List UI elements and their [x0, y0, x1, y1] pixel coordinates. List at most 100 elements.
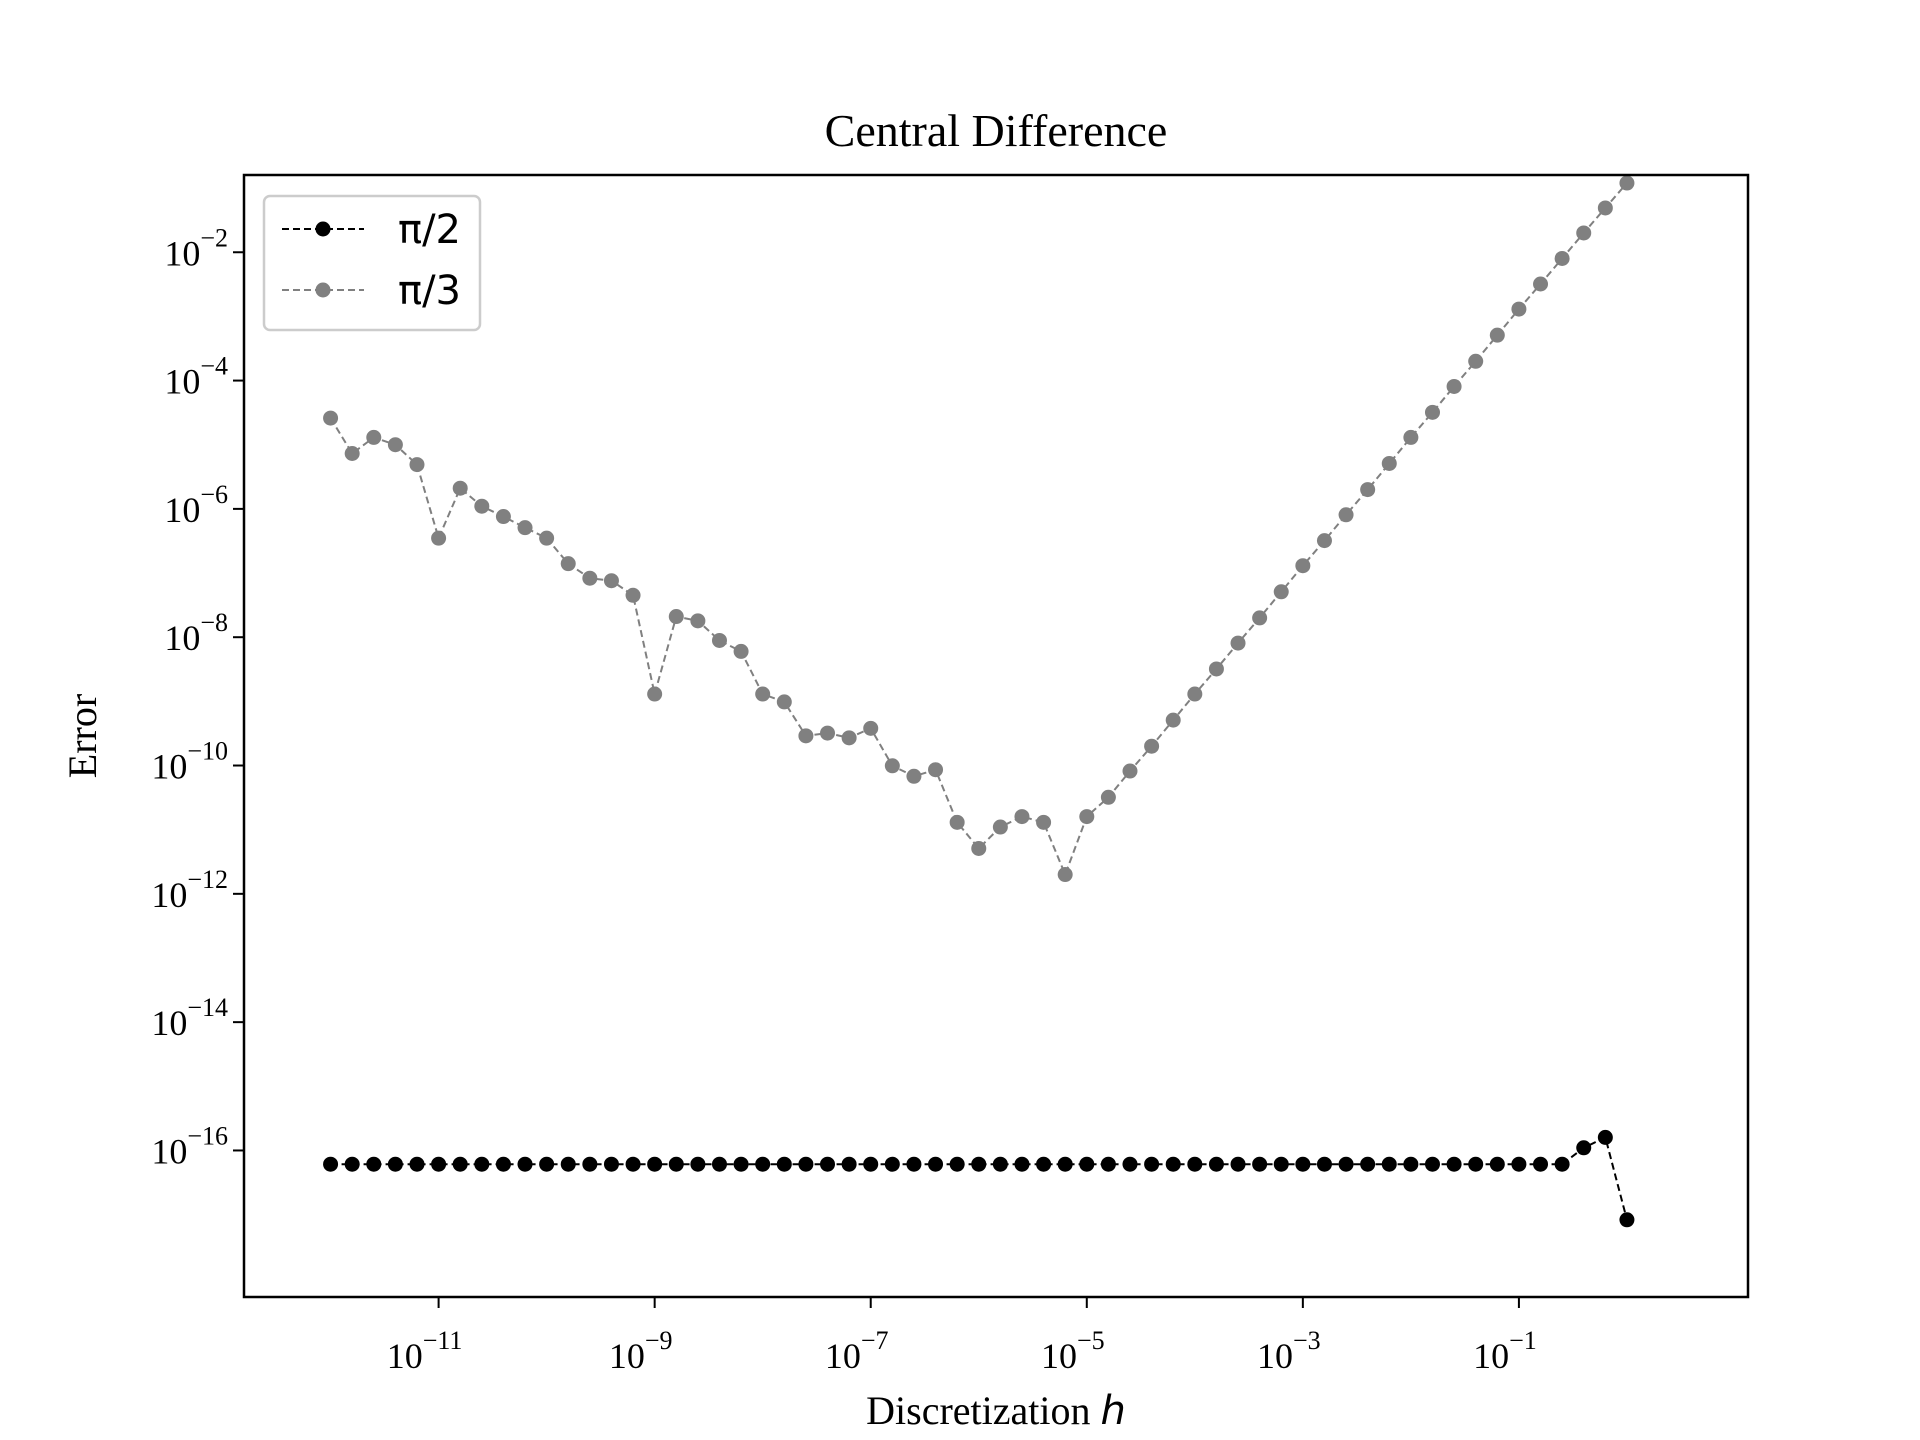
series-2-point	[1295, 558, 1311, 574]
series-2-point	[1100, 789, 1116, 805]
series-2-point	[1576, 225, 1592, 241]
series-2-point	[1165, 712, 1181, 728]
series-2-point	[409, 457, 425, 473]
series-1-point	[647, 1156, 663, 1172]
series-1-point	[1100, 1156, 1116, 1172]
series-1-point	[431, 1156, 447, 1172]
series-2-point	[1057, 867, 1073, 883]
series-2-point	[1360, 482, 1376, 498]
series-1-point	[1403, 1156, 1419, 1172]
series-2-point	[1338, 507, 1354, 523]
series-2-point	[517, 520, 533, 536]
series-1-point	[1381, 1156, 1397, 1172]
series-1-point	[1424, 1156, 1440, 1172]
y-axis-label: Error	[60, 694, 105, 778]
series-2-point	[992, 819, 1008, 835]
series-2-point	[841, 730, 857, 746]
series-2-point	[1489, 327, 1505, 343]
series-1-point	[776, 1156, 792, 1172]
series-2-point	[323, 410, 339, 426]
series-2-point	[711, 632, 727, 648]
y-tick-label: 10−12	[151, 865, 228, 915]
series-1-point	[733, 1156, 749, 1172]
series-1-point	[603, 1156, 619, 1172]
x-tick-label: 10−3	[1257, 1326, 1321, 1376]
y-tick-label: 10−6	[164, 480, 228, 530]
series-2-point	[1597, 200, 1613, 216]
y-tick-label: 10−8	[164, 608, 228, 658]
series-2-point	[560, 556, 576, 572]
series-1-point	[1036, 1156, 1052, 1172]
series-1-point	[1316, 1156, 1332, 1172]
series-1-point	[1489, 1156, 1505, 1172]
series-2-point	[431, 530, 447, 546]
series-2-point	[668, 609, 684, 625]
series-1-point	[1597, 1129, 1613, 1145]
series-1-point	[690, 1156, 706, 1172]
legend-label-1: π/2	[398, 207, 461, 253]
x-tick-label: 10−1	[1473, 1326, 1537, 1376]
series-2-point	[344, 446, 360, 461]
series-1-point	[625, 1156, 641, 1172]
series-2-point	[1533, 276, 1549, 292]
series-1-point	[992, 1156, 1008, 1172]
legend-marker-2	[315, 282, 331, 298]
x-tick-label: 10−11	[387, 1326, 463, 1376]
series-2-point	[1446, 378, 1462, 394]
legend-marker-1	[315, 221, 331, 237]
series-1-point	[495, 1156, 511, 1172]
series-2-point	[647, 686, 663, 702]
series-1-point	[841, 1156, 857, 1172]
legend-item: π/3	[282, 268, 461, 314]
series-1-point	[1208, 1156, 1224, 1172]
series-1-point	[366, 1156, 382, 1172]
series-1-point	[1576, 1140, 1592, 1156]
series-2-point	[863, 720, 879, 736]
series-2-point	[582, 570, 598, 586]
series-1-point	[1619, 1212, 1635, 1228]
x-tick-label: 10−7	[825, 1326, 889, 1376]
series-2-point	[690, 613, 706, 629]
series-2-point	[539, 530, 555, 546]
series-2-point	[1014, 809, 1030, 825]
x-axis-ticks: 10−11 10−9 10−7 10−5 10−3 10−1	[387, 1297, 1537, 1376]
series-2-point	[1381, 455, 1397, 471]
series-1-point	[711, 1156, 727, 1172]
series-1-point	[1122, 1156, 1138, 1172]
series-2-point	[1187, 686, 1203, 702]
series-2-point	[1144, 738, 1160, 754]
series-1-point	[1057, 1156, 1073, 1172]
series-2-point	[949, 814, 965, 830]
series-1-point	[1554, 1156, 1570, 1172]
series-2-point	[776, 694, 792, 710]
series-2-point	[798, 728, 814, 744]
series-2-point	[1468, 353, 1484, 369]
legend-label-2: π/3	[398, 268, 461, 314]
chart-title: Central Difference	[825, 105, 1168, 156]
series-1-point	[798, 1156, 814, 1172]
series-2-point	[1316, 533, 1332, 549]
series-2-point	[387, 437, 403, 453]
series-2-point	[820, 725, 836, 741]
series-2-point	[928, 762, 944, 778]
series-2-point	[906, 768, 922, 784]
y-axis-ticks: 10−2 10−4 10−6 10−8 10−10 10−12 10−14 10−16	[151, 223, 244, 1171]
series-2-point	[1273, 584, 1289, 600]
series-2-point	[971, 840, 987, 856]
series-2-point	[1252, 610, 1268, 626]
series-2-point	[1511, 301, 1527, 317]
series-1-point	[1468, 1156, 1484, 1172]
series-2-point	[1619, 175, 1635, 191]
series-1-point	[1338, 1156, 1354, 1172]
plot-frame	[242, 173, 1750, 1299]
series-1-point	[1273, 1156, 1289, 1172]
series-2-point	[884, 758, 900, 774]
series-2-point	[1230, 635, 1246, 651]
series-1-point	[1252, 1156, 1268, 1172]
series-1-point	[755, 1156, 771, 1172]
series-2-point	[625, 587, 641, 603]
y-tick-label: 10−10	[151, 737, 228, 787]
x-tick-label: 10−9	[609, 1326, 673, 1376]
series-2-point	[1208, 661, 1224, 677]
y-tick-label: 10−2	[164, 223, 228, 273]
